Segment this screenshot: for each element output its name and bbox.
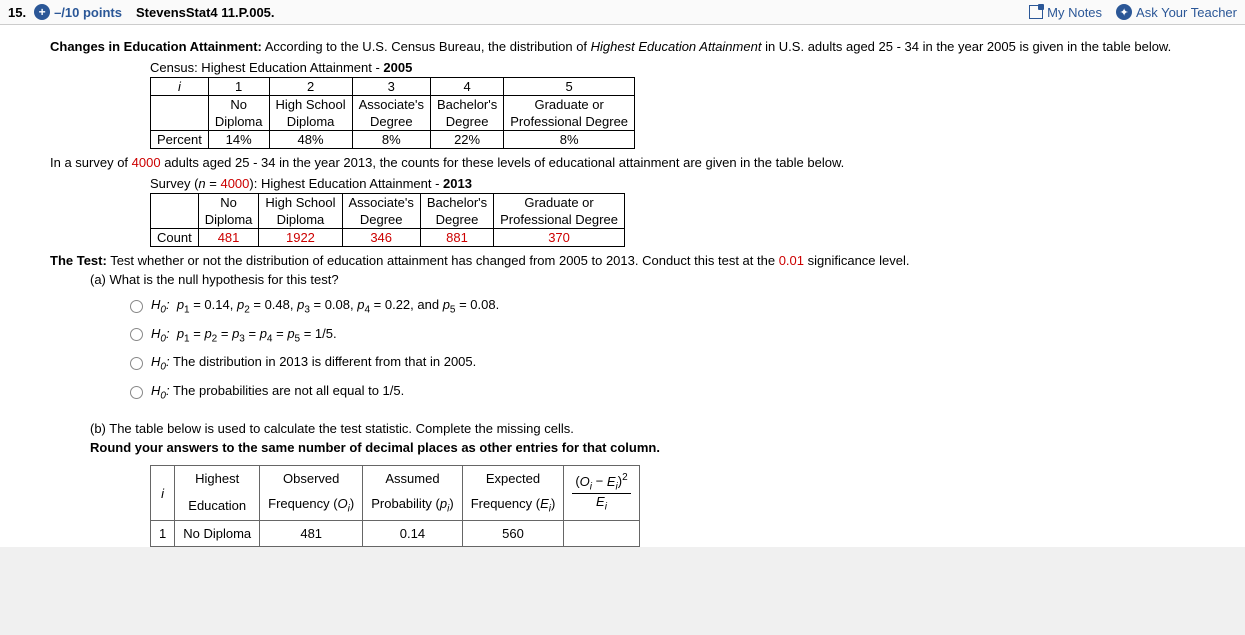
question-number: 15.	[8, 5, 26, 20]
my-notes-link[interactable]: My Notes	[1029, 5, 1102, 20]
question-source: StevensStat4 11.P.005.	[136, 5, 275, 20]
notes-icon	[1029, 5, 1043, 19]
question-body: Changes in Education Attainment: Accordi…	[0, 25, 1245, 547]
ask-teacher-link[interactable]: ✦ Ask Your Teacher	[1116, 4, 1237, 20]
answer-cell[interactable]	[564, 520, 639, 546]
option-1[interactable]: H0: p1 = 0.14, p2 = 0.48, p3 = 0.08, p4 …	[130, 297, 1195, 316]
part-b-line2: Round your answers to the same number of…	[90, 440, 1195, 455]
option-3[interactable]: H0: The distribution in 2013 is differen…	[130, 354, 1195, 373]
part-b-line1: (b) The table below is used to calculate…	[90, 421, 1195, 436]
question-header: 15. + –/10 points StevensStat4 11.P.005.…	[0, 0, 1245, 25]
test-stat-table: i Highest Observed Assumed Expected (Oi …	[150, 465, 640, 547]
table2-caption: Survey (n = 4000): Highest Education Att…	[150, 176, 1195, 191]
ask-teacher-label: Ask Your Teacher	[1136, 5, 1237, 20]
table1-caption: Census: Highest Education Attainment - 2…	[150, 60, 1195, 75]
points-text: –/10 points	[54, 5, 122, 20]
census-table: i 1 2 3 4 5 No High School Associate's B…	[150, 77, 635, 149]
radio-icon[interactable]	[130, 386, 143, 399]
radio-icon[interactable]	[130, 300, 143, 313]
expand-icon[interactable]: +	[34, 4, 50, 20]
test-text: The Test: Test whether or not the distri…	[50, 253, 1195, 268]
radio-icon[interactable]	[130, 328, 143, 341]
table-row: 1 No Diploma 481 0.14 560	[151, 520, 640, 546]
between-text: In a survey of 4000 adults aged 25 - 34 …	[50, 155, 1195, 170]
option-2[interactable]: H0: p1 = p2 = p3 = p4 = p5 = 1/5.	[130, 326, 1195, 345]
option-4[interactable]: H0: The probabilities are not all equal …	[130, 383, 1195, 402]
my-notes-label: My Notes	[1047, 5, 1102, 20]
intro-text: Changes in Education Attainment: Accordi…	[50, 39, 1195, 54]
radio-icon[interactable]	[130, 357, 143, 370]
part-a-question: (a) What is the null hypothesis for this…	[90, 272, 1195, 287]
speech-icon: ✦	[1116, 4, 1132, 20]
survey-table: No High School Associate's Bachelor's Gr…	[150, 193, 625, 247]
